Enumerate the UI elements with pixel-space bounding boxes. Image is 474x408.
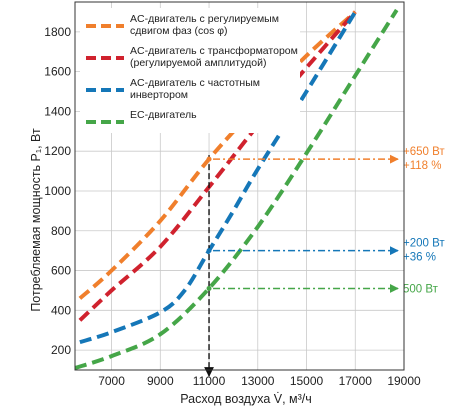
y-tick-label: 1400: [44, 104, 71, 118]
axis-ticks: 7000 9000 11000 13000 15000 17000 19000 200 400 6…: [44, 25, 421, 388]
x-tick-label: 11000: [193, 374, 226, 388]
y-tick-label: 200: [51, 343, 71, 357]
y-tick-label: 1200: [44, 144, 71, 158]
x-tick-label: 15000: [290, 374, 324, 388]
series-line-3: [79, 10, 358, 345]
x-tick-label: 7000: [98, 374, 125, 388]
legend-label-line: AC-двигатель с трансформатором: [130, 45, 298, 57]
legend-background: [80, 8, 300, 133]
legend-label-line: (регулируемой амплитудой): [130, 57, 266, 69]
annotation-point-2: [206, 248, 212, 254]
y-tick-label: 400: [51, 303, 71, 317]
x-tick-label: 9000: [147, 374, 174, 388]
y-tick-label: 800: [51, 224, 71, 238]
plot-frame: [74, 1, 405, 371]
legend-label-line: EC-двигатель: [130, 109, 197, 121]
y-tick-label: 600: [51, 264, 71, 278]
annotation-label-2: +200 Вт: [403, 238, 445, 250]
y-tick-label: 1600: [44, 65, 71, 79]
legend-label-1: AC-двигатель с регулируемым сдвигом фаз (…: [130, 13, 279, 37]
legend-label-line: сдвигом фаз (cos φ): [130, 25, 228, 37]
y-tick-label: 1000: [44, 184, 71, 198]
annotation-point-3: [206, 285, 212, 291]
legend-label-4: EC-двигатель: [130, 109, 197, 121]
legend-label-line: AC-двигатель с частотным: [130, 77, 260, 89]
legend-label-2: AC-двигатель с трансформатором (регулируе…: [130, 45, 298, 69]
legend-label-line: инвертором: [130, 89, 188, 101]
legend: AC-двигатель с регулируемым сдвигом фаз (…: [80, 8, 300, 133]
y-axis-label: Потребляемая мощность P₁, Вт: [29, 128, 43, 312]
annotation-label-1: +650 Вт: [403, 146, 445, 158]
annotation-point-1: [206, 156, 212, 162]
x-tick-label: 13000: [241, 374, 275, 388]
legend-label-line: AC-двигатель с регулируемым: [130, 13, 279, 25]
x-axis-label: Расход воздуха V̇, м³/ч: [180, 392, 312, 406]
plot-border: [74, 1, 405, 371]
annotation-label-2: +36 %: [403, 252, 436, 264]
x-tick-label: 17000: [339, 374, 373, 388]
x-tick-label: 19000: [387, 374, 421, 388]
reference-layer: +650 Вт +118 % +200 Вт +36 % 500 Вт: [204, 146, 445, 377]
annotation-label-3: 500 Вт: [403, 283, 439, 295]
annotation-label-1: +118 %: [403, 160, 441, 172]
legend-label-3: AC-двигатель с частотным инвертором: [130, 77, 260, 101]
y-tick-label: 1800: [44, 25, 71, 39]
